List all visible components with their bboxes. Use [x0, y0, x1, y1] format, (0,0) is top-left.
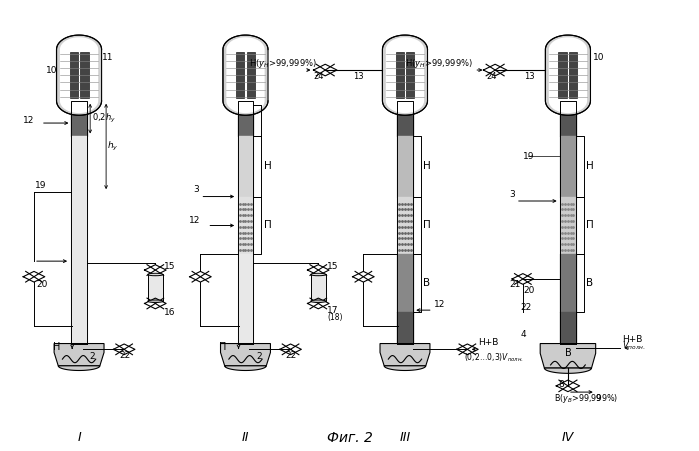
- Text: Фиг. 2: Фиг. 2: [326, 431, 373, 445]
- Polygon shape: [396, 52, 403, 98]
- Text: 13: 13: [524, 72, 535, 81]
- Text: (0,2…0,3)$V_{полн.}$: (0,2…0,3)$V_{полн.}$: [464, 351, 524, 364]
- Text: 13: 13: [353, 72, 363, 81]
- Polygon shape: [384, 366, 426, 370]
- Polygon shape: [57, 35, 101, 115]
- Polygon shape: [382, 35, 428, 115]
- Polygon shape: [540, 344, 596, 368]
- Polygon shape: [60, 37, 99, 113]
- Polygon shape: [80, 52, 89, 98]
- Text: 2: 2: [89, 351, 95, 360]
- Text: 16: 16: [164, 308, 176, 317]
- Text: Н: Н: [586, 161, 593, 171]
- Polygon shape: [247, 52, 255, 98]
- Text: 19: 19: [36, 181, 47, 190]
- Text: I: I: [77, 431, 81, 444]
- Polygon shape: [220, 344, 271, 366]
- Text: П: П: [219, 342, 226, 352]
- Polygon shape: [224, 366, 266, 370]
- Text: 11: 11: [102, 53, 113, 62]
- Text: В: В: [565, 348, 571, 359]
- Text: В: В: [423, 278, 430, 288]
- Text: П: П: [264, 221, 271, 230]
- Text: Н($y_Н$>99,999%): Н($y_Н$>99,999%): [249, 57, 317, 70]
- Text: Н: Н: [264, 161, 271, 171]
- Text: 15: 15: [164, 262, 176, 271]
- Text: 4: 4: [521, 330, 526, 339]
- Text: 8: 8: [559, 381, 564, 390]
- Text: 24: 24: [486, 72, 496, 81]
- Text: Н($y_Н$>99,999%): Н($y_Н$>99,999%): [405, 57, 473, 70]
- Polygon shape: [70, 52, 78, 98]
- Polygon shape: [386, 37, 424, 113]
- Text: П: П: [586, 221, 593, 230]
- Text: 22: 22: [120, 350, 131, 359]
- Polygon shape: [549, 37, 587, 113]
- Text: 2: 2: [256, 351, 261, 360]
- Text: Н+В: Н+В: [478, 338, 498, 347]
- Text: 3: 3: [194, 185, 199, 194]
- Ellipse shape: [310, 300, 326, 303]
- Text: В($y_В$>99,999%): В($y_В$>99,999%): [554, 392, 618, 405]
- Polygon shape: [569, 52, 577, 98]
- Polygon shape: [545, 35, 591, 115]
- Ellipse shape: [147, 273, 163, 276]
- Text: III: III: [399, 431, 410, 444]
- Text: 10: 10: [45, 65, 57, 74]
- Text: 12: 12: [434, 300, 445, 309]
- Text: 3: 3: [509, 190, 514, 199]
- Text: 0,2$h_y$: 0,2$h_y$: [92, 112, 116, 125]
- Text: $V_{полн.}$: $V_{полн.}$: [622, 340, 646, 353]
- Text: 17: 17: [327, 306, 339, 315]
- Text: $h_y$: $h_y$: [108, 140, 119, 153]
- Polygon shape: [54, 344, 104, 366]
- Text: В: В: [586, 278, 593, 288]
- Ellipse shape: [147, 300, 163, 303]
- Polygon shape: [545, 368, 591, 373]
- Text: П: П: [423, 221, 431, 230]
- Polygon shape: [236, 52, 244, 98]
- Text: 20: 20: [36, 280, 48, 289]
- Ellipse shape: [310, 273, 326, 276]
- Text: 10: 10: [593, 53, 605, 62]
- Text: 22: 22: [521, 304, 532, 313]
- Text: II: II: [242, 431, 250, 444]
- Text: 24: 24: [313, 72, 324, 81]
- Text: 19: 19: [523, 152, 534, 161]
- Polygon shape: [406, 52, 415, 98]
- Text: Н: Н: [423, 161, 431, 171]
- Polygon shape: [310, 275, 326, 301]
- Text: 21: 21: [509, 280, 520, 289]
- Polygon shape: [223, 35, 268, 115]
- Text: 12: 12: [189, 216, 201, 225]
- Polygon shape: [58, 366, 100, 370]
- Text: (18): (18): [327, 313, 343, 322]
- Text: Н: Н: [52, 342, 60, 352]
- Polygon shape: [226, 37, 265, 113]
- Text: 20: 20: [523, 285, 534, 295]
- Text: 9: 9: [596, 394, 601, 403]
- Polygon shape: [147, 275, 163, 301]
- Polygon shape: [380, 344, 430, 366]
- Text: 12: 12: [22, 116, 34, 125]
- Text: 15: 15: [327, 262, 339, 271]
- Polygon shape: [559, 52, 567, 98]
- Text: IV: IV: [562, 431, 574, 444]
- Text: Н+В: Н+В: [622, 336, 642, 345]
- Text: 22: 22: [286, 350, 297, 359]
